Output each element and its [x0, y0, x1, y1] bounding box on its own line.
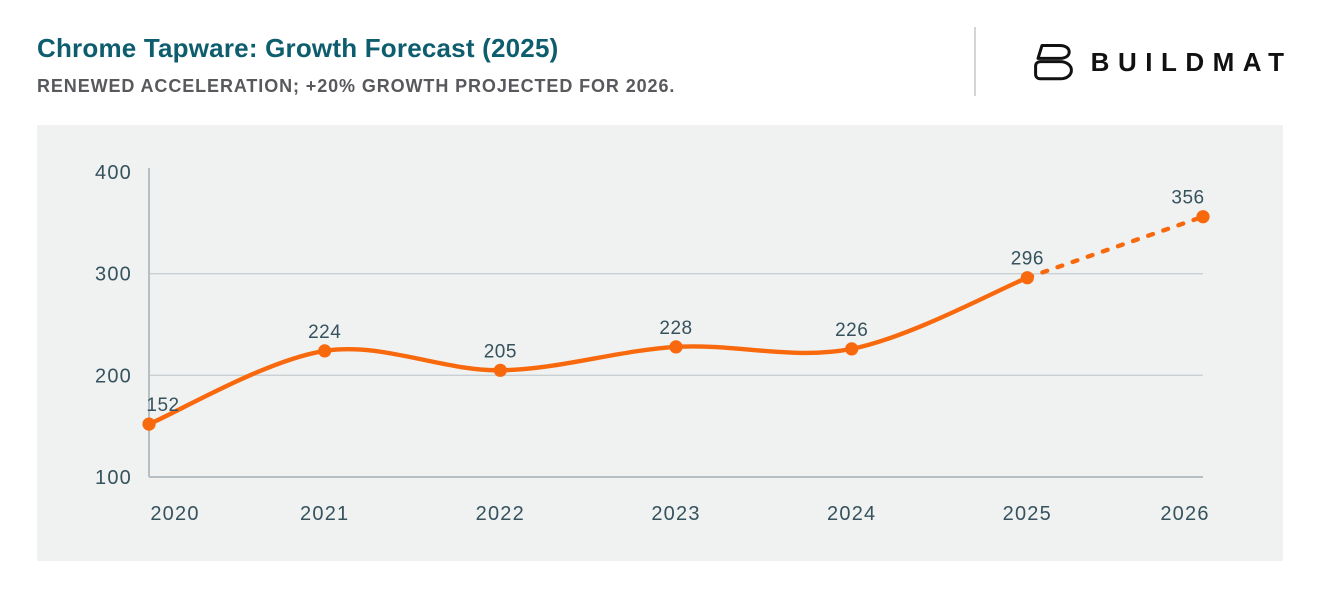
x-tick-label: 2023 [651, 503, 700, 525]
x-tick-label: 2020 [150, 503, 199, 525]
data-point-value-label: 296 [1011, 249, 1044, 270]
data-point-value-label: 356 [1171, 188, 1204, 209]
data-point [845, 342, 859, 356]
x-tick-label: 2021 [300, 503, 349, 525]
data-point [318, 344, 332, 358]
data-point [142, 417, 156, 431]
page-title: Chrome Tapware: Growth Forecast (2025) [37, 33, 559, 63]
y-tick-label: 200 [95, 365, 132, 387]
x-tick-label: 2025 [1003, 503, 1052, 525]
trend-line-forecast-dashed [1025, 214, 1206, 280]
data-point [1196, 210, 1210, 224]
x-tick-label: 2024 [827, 503, 876, 525]
chart-panel: 100 200 300 400 2020 2021 2022 2023 2024 2025 2026… [37, 125, 1283, 561]
data-point-value-label: 152 [146, 395, 179, 416]
y-tick-label: 400 [95, 162, 132, 184]
data-point-value-label: 224 [308, 322, 341, 343]
trend-line-solid [146, 275, 1030, 427]
page-subtitle: RENEWED ACCELERATION; +20% GROWTH PROJEC… [37, 76, 676, 96]
x-tick-label: 2026 [1160, 503, 1209, 525]
brand-logo: BUILDMAT [1032, 42, 1284, 82]
data-point [493, 363, 507, 377]
y-tick-label: 300 [95, 264, 132, 286]
growth-line-chart: 100 200 300 400 2020 2021 2022 2023 2024 2025 2026… [95, 162, 1210, 525]
data-point-value-label: 226 [835, 320, 868, 341]
data-point [669, 340, 683, 354]
data-point-value-label: 205 [484, 341, 517, 362]
data-point [1020, 271, 1034, 285]
buildmat-b-logo-icon [1032, 42, 1078, 82]
y-tick-label: 100 [95, 467, 132, 489]
data-point-value-label: 228 [659, 318, 692, 339]
brand-wordmark: BUILDMAT [1090, 47, 1293, 77]
x-tick-label: 2022 [476, 503, 525, 525]
header-divider [974, 27, 976, 96]
